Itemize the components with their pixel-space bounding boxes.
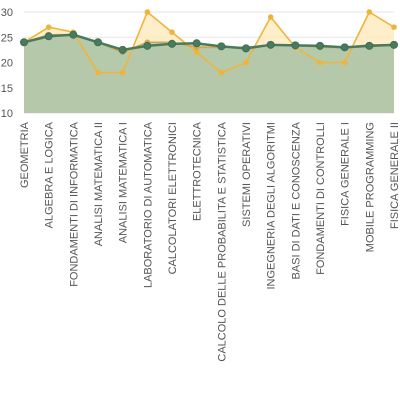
data-point [94,38,103,47]
data-point [192,39,201,48]
data-point [143,41,152,50]
x-tick-label: INGEGNERIA DEGLI ALGORITMI [266,122,278,289]
data-point [119,69,126,76]
x-tick-label: FONDAMENTI DI CONTROLLI [315,122,327,275]
data-point [69,30,78,39]
x-tick-label: SISTEMI OPERATIVI [241,122,253,227]
x-tick-label: FISICA GENERALE I [340,122,352,226]
series-line [23,33,395,52]
data-point [217,42,226,51]
data-point [241,44,250,53]
series-lines [23,11,395,74]
x-tick-label: GEOMETRIA [19,121,31,188]
x-tick-label: FISICA GENERALE II [389,122,400,229]
data-point [218,69,225,76]
data-point [317,59,323,66]
x-tick-label: FONDAMENTI DI INFORMATICA [68,121,80,286]
data-point [389,40,398,49]
x-axis-ticks: GEOMETRIA ALGEBRA E LOGICA FONDAMENTI DI I… [19,121,400,361]
x-tick-label: MOBILE PROGRAMMING [364,122,376,252]
x-tick-label: LABORATORIO DI AUTOMATICA [142,121,154,288]
data-point [341,59,348,66]
y-axis-ticks: 10 15 20 25 30 [1,7,13,120]
data-point [243,59,249,66]
data-point [193,49,200,56]
data-point [118,45,127,54]
data-point [365,41,374,50]
x-tick-label: ANALISI MATEMATICA II [93,122,105,246]
y-tick-label: 25 [1,32,13,44]
x-tick-label: BASI DI DATI E CONOSCENZA [290,121,302,279]
data-point [19,38,28,47]
data-point [267,14,274,20]
y-tick-label: 10 [1,108,13,120]
data-point [315,41,324,50]
data-point [291,41,300,50]
data-point [44,32,53,41]
data-point [95,69,101,76]
y-tick-label: 20 [1,58,13,70]
x-tick-label: ALGEBRA E LOGICA [44,121,56,228]
data-point [144,9,151,15]
y-tick-label: 30 [1,7,13,19]
data-point [391,24,397,30]
x-tick-label: ELETTROTECNICA [192,121,204,221]
x-tick-label: CALCOLO DELLE PROBABILITA E STATISTICA [216,121,228,361]
data-point [266,40,275,49]
data-point [366,9,373,15]
y-tick-label: 15 [1,83,13,95]
x-tick-label: ANALISI MATEMATICA I [118,122,130,243]
series-line [23,11,395,74]
data-point [169,29,175,35]
series-points [19,9,398,76]
series-area [24,34,394,113]
data-point [167,39,176,48]
data-point [340,43,349,52]
data-point [45,24,52,30]
x-tick-label: CALCOLATORI ELETTRONICI [167,122,179,274]
